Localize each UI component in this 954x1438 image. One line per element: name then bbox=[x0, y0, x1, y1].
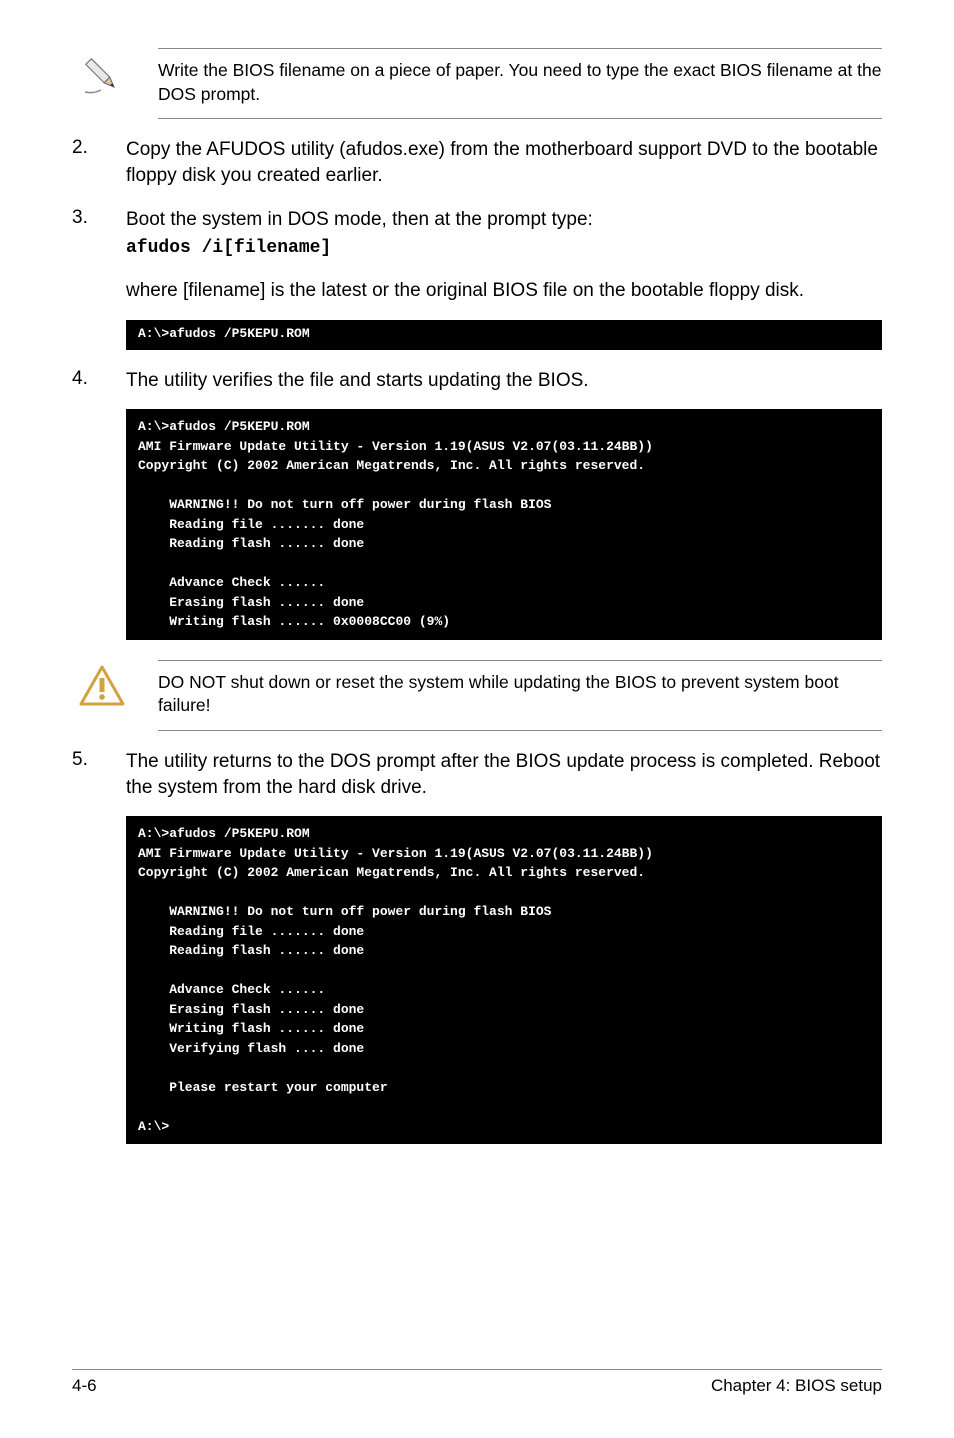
page-footer: 4-6 Chapter 4: BIOS setup bbox=[72, 1369, 882, 1396]
step-number: 2. bbox=[72, 137, 100, 188]
step-4: 4. The utility verifies the file and sta… bbox=[72, 368, 882, 394]
chapter-label: Chapter 4: BIOS setup bbox=[711, 1376, 882, 1396]
note-pencil: Write the BIOS filename on a piece of pa… bbox=[72, 48, 882, 119]
step-subtext: where [filename] is the latest or the or… bbox=[126, 278, 882, 304]
page-number: 4-6 bbox=[72, 1376, 97, 1396]
step-number: 5. bbox=[72, 749, 100, 800]
step-text: Boot the system in DOS mode, then at the… bbox=[126, 207, 882, 233]
step-number: 4. bbox=[72, 368, 100, 394]
pencil-icon bbox=[72, 48, 132, 98]
terminal-output-2: A:\>afudos /P5KEPU.ROM AMI Firmware Upda… bbox=[126, 409, 882, 640]
note-warning: DO NOT shut down or reset the system whi… bbox=[72, 660, 882, 731]
step-3: 3. Boot the system in DOS mode, then at … bbox=[72, 207, 882, 305]
step-number: 3. bbox=[72, 207, 100, 305]
terminal-output-1: A:\>afudos /P5KEPU.ROM bbox=[126, 320, 882, 350]
terminal-output-3: A:\>afudos /P5KEPU.ROM AMI Firmware Upda… bbox=[126, 816, 882, 1144]
warning-icon bbox=[72, 660, 132, 708]
step-text: The utility returns to the DOS prompt af… bbox=[126, 749, 882, 800]
note-pencil-text: Write the BIOS filename on a piece of pa… bbox=[158, 48, 882, 119]
note-warning-text: DO NOT shut down or reset the system whi… bbox=[158, 660, 882, 731]
step-text: Copy the AFUDOS utility (afudos.exe) fro… bbox=[126, 137, 882, 188]
step-command: afudos /i[filename] bbox=[126, 236, 882, 260]
step-5: 5. The utility returns to the DOS prompt… bbox=[72, 749, 882, 800]
step-text: The utility verifies the file and starts… bbox=[126, 368, 882, 394]
step-2: 2. Copy the AFUDOS utility (afudos.exe) … bbox=[72, 137, 882, 188]
